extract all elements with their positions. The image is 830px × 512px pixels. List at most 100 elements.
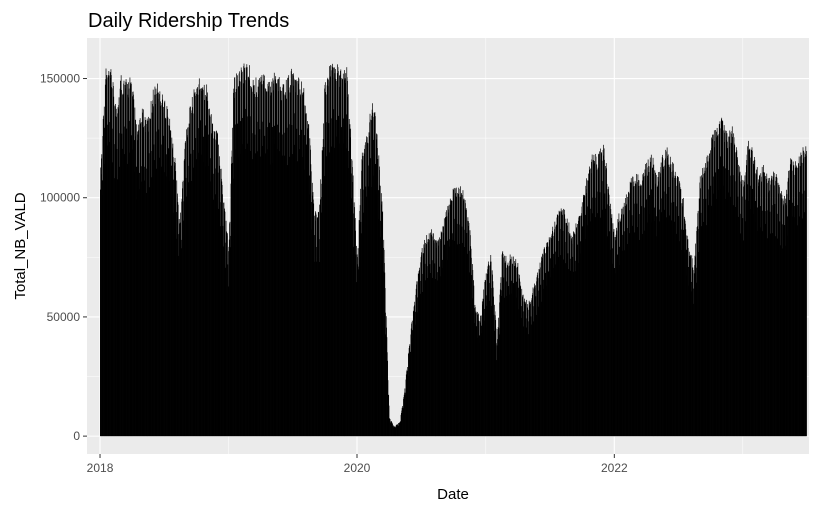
ridership-bar: [253, 85, 255, 437]
ridership-bar: [581, 202, 583, 437]
ridership-bar: [792, 216, 793, 437]
ridership-bar: [536, 277, 538, 437]
ridership-bar: [606, 168, 607, 437]
ridership-bar: [175, 171, 177, 437]
ridership-bar: [451, 200, 453, 437]
ridership-bar: [184, 142, 186, 437]
ridership-bar: [663, 191, 665, 437]
ridership-bar: [538, 306, 539, 437]
ridership-bar: [223, 202, 224, 437]
ridership-bar: [241, 71, 243, 437]
ridership-bar: [313, 235, 315, 437]
ridership-bar: [569, 233, 571, 437]
ridership-bar: [484, 281, 486, 437]
ridership-bar: [719, 123, 720, 437]
ridership-bar: [246, 75, 247, 437]
ridership-bar: [682, 200, 684, 437]
ridership-bar: [254, 153, 256, 437]
ridership-bar: [541, 258, 543, 437]
ridership-bar: [550, 277, 552, 437]
ridership-bar: [392, 423, 393, 437]
ridership-bar: [512, 263, 513, 437]
ridership-bar: [207, 92, 208, 437]
ridership-bar: [284, 132, 285, 437]
ridership-bar: [705, 163, 706, 437]
ridership-bar: [619, 221, 621, 437]
ridership-bar: [525, 327, 527, 437]
ridership-bar: [770, 178, 772, 437]
ridership-bar: [720, 119, 722, 437]
ridership-bar: [795, 165, 797, 437]
ridership-bar: [738, 164, 739, 437]
ridership-bar: [580, 253, 581, 437]
ridership-bar: [562, 230, 564, 437]
ridership-bar: [637, 174, 639, 437]
ridership-bar: [602, 209, 604, 437]
ridership-bar: [343, 118, 344, 437]
ridership-bar: [146, 168, 147, 437]
ridership-bar: [195, 138, 197, 437]
ridership-bar: [554, 221, 556, 437]
ridership-bar: [171, 197, 172, 437]
ridership-bar: [577, 262, 579, 437]
ridership-bar: [790, 164, 792, 437]
ridership-bar: [671, 220, 673, 437]
ridership-bar: [611, 214, 613, 437]
ridership-bar: [615, 234, 617, 437]
ridership-bar: [157, 98, 159, 437]
ridership-bar: [519, 274, 520, 437]
x-axis: 2018 2020 2022: [87, 454, 628, 475]
ridership-bar: [135, 119, 136, 437]
ridership-bar: [705, 225, 707, 437]
ridership-bar: [197, 87, 198, 437]
ridership-bar: [541, 256, 542, 437]
ridership-bar: [742, 218, 744, 437]
ridership-bar: [787, 235, 788, 437]
ridership-bar: [266, 127, 268, 437]
ridership-bar: [771, 175, 773, 437]
ridership-bar: [245, 67, 247, 437]
ridership-bar: [224, 211, 226, 437]
ridership-bar: [247, 116, 248, 437]
ridership-bar: [465, 203, 466, 437]
ridership-bar: [122, 94, 123, 437]
ridership-bar: [333, 67, 334, 437]
ridership-bar: [523, 301, 525, 437]
ridership-bar: [175, 162, 176, 437]
ridership-bar: [786, 194, 788, 437]
ridership-bar: [563, 209, 565, 437]
ridership-bar: [390, 423, 392, 437]
ridership-bar: [200, 154, 202, 437]
ridership-bar: [487, 264, 489, 437]
ridership-bar: [761, 183, 762, 437]
ridership-bar: [139, 119, 141, 437]
ridership-bar: [213, 130, 215, 437]
ridership-bar: [463, 199, 465, 437]
ridership-bar: [806, 151, 807, 437]
ridership-bar: [359, 223, 360, 437]
ridership-bar: [546, 242, 548, 437]
ridership-bar: [296, 128, 298, 437]
ridership-bar: [676, 176, 678, 437]
ridership-bar: [552, 226, 554, 437]
ridership-bar: [641, 185, 642, 437]
ridership-bar: [173, 162, 175, 437]
ridership-bar: [778, 184, 780, 437]
ridership-bar: [145, 123, 147, 437]
ridership-bar: [185, 141, 186, 437]
ridership-bar: [625, 198, 626, 437]
ridership-bar: [466, 253, 468, 437]
ridership-bar: [232, 127, 233, 437]
ridership-bar: [517, 263, 519, 437]
ridership-bar: [163, 106, 164, 437]
ridership-bar: [117, 107, 119, 437]
ridership-bar: [721, 117, 723, 437]
ridership-bar: [134, 107, 136, 437]
ridership-bar: [416, 281, 418, 437]
ridership-bar: [600, 152, 602, 437]
ridership-bar: [679, 181, 680, 437]
ridership-bar: [110, 77, 111, 437]
ridership-bar: [533, 288, 535, 437]
ridership-bar: [575, 223, 577, 437]
ridership-bar: [104, 84, 106, 437]
